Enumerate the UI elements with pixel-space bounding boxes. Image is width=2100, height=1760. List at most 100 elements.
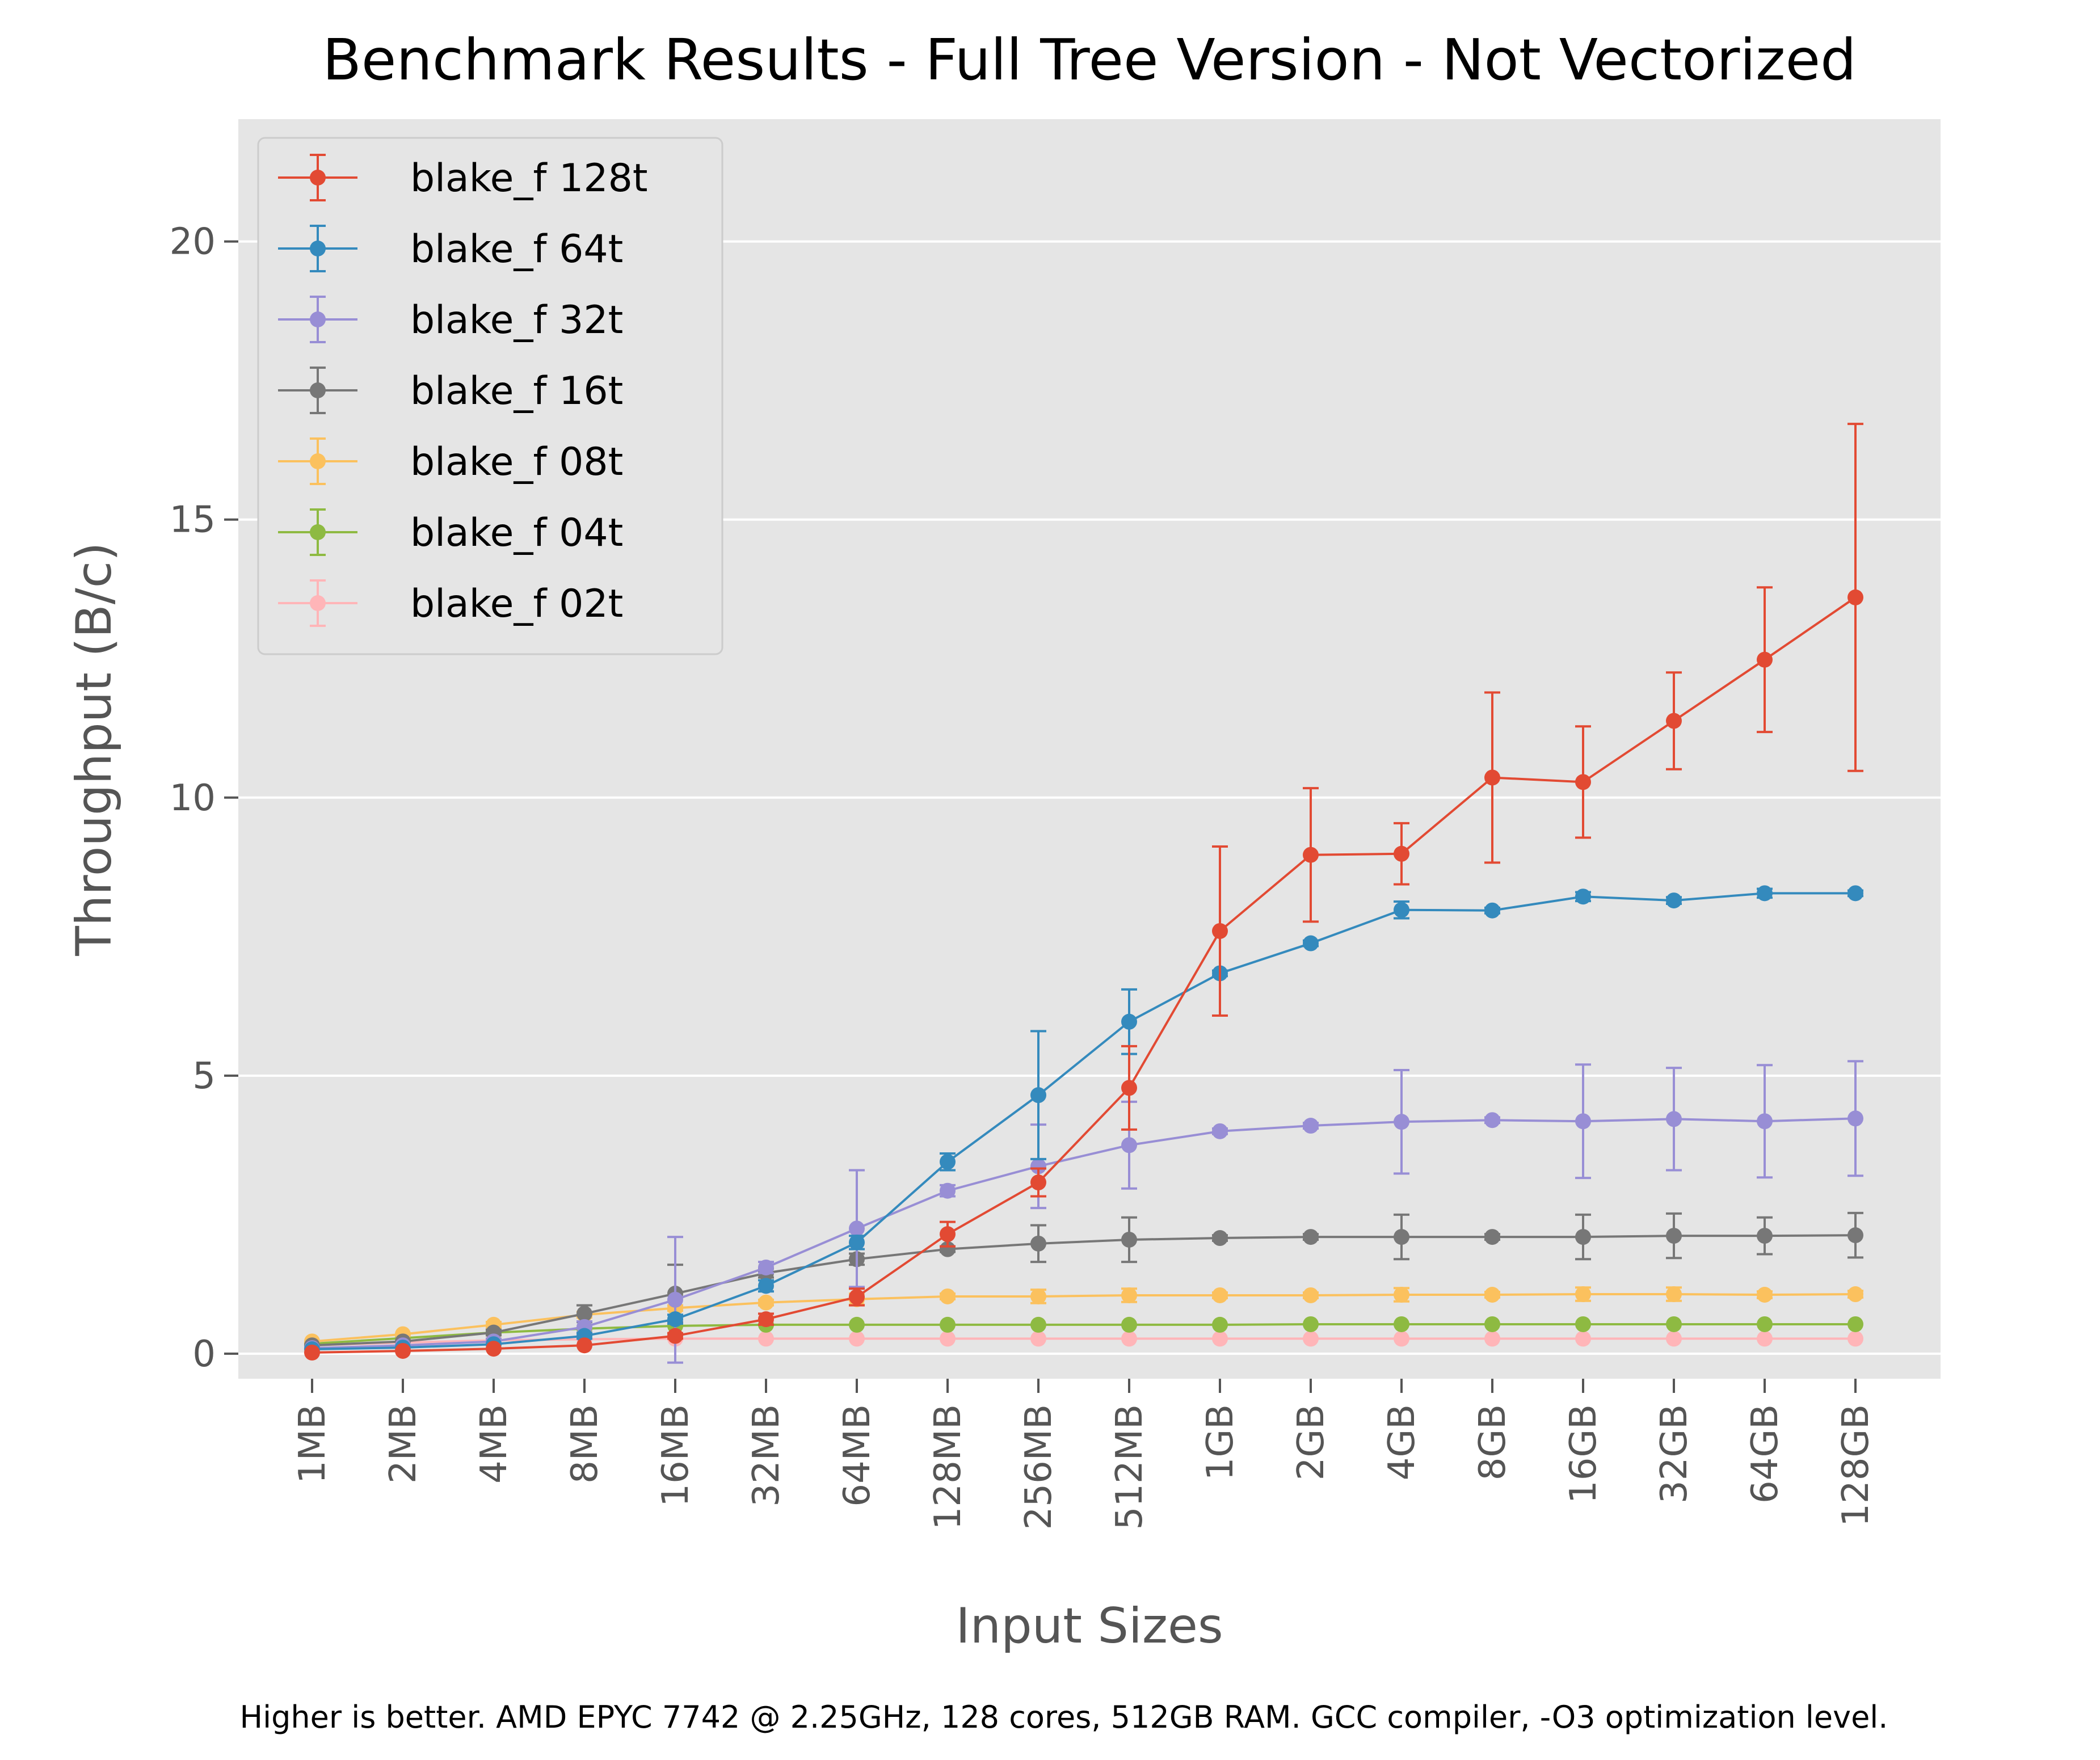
x-tick-label: 64MB bbox=[836, 1404, 878, 1507]
data-point bbox=[1848, 589, 1863, 605]
data-point bbox=[576, 1337, 592, 1354]
x-tick-label: 1GB bbox=[1200, 1404, 1242, 1480]
data-point bbox=[849, 1316, 865, 1333]
data-point bbox=[1666, 1316, 1682, 1332]
data-point bbox=[1484, 1229, 1500, 1245]
y-tick-label: 10 bbox=[170, 777, 216, 819]
x-tick-label: 512MB bbox=[1109, 1404, 1151, 1530]
legend-marker bbox=[310, 311, 326, 327]
x-tick-label: 256MB bbox=[1018, 1404, 1060, 1530]
data-point bbox=[1757, 885, 1773, 902]
data-point bbox=[1212, 1287, 1228, 1303]
legend-label: blake_f 64t bbox=[410, 227, 623, 272]
data-point bbox=[1303, 1118, 1319, 1134]
data-point bbox=[758, 1311, 774, 1328]
data-point bbox=[940, 1226, 956, 1243]
x-tick-label: 1MB bbox=[292, 1404, 334, 1484]
legend-entry: blake_f 128t bbox=[278, 154, 648, 201]
data-point bbox=[1575, 1330, 1591, 1347]
legend: blake_f 128t blake_f 64t blake_f 32t blake_… bbox=[257, 137, 723, 655]
series-blake_f-02t bbox=[304, 1330, 1863, 1354]
legend-label: blake_f 128t bbox=[410, 156, 648, 201]
legend-entry: blake_f 16t bbox=[278, 367, 623, 414]
axes: 0 5 10 15 20 1MB 2MB 4MB 8MB 16MB 32MB 64MB 128MB 256… bbox=[170, 221, 1877, 1530]
data-point bbox=[1757, 1287, 1773, 1303]
data-point bbox=[1394, 1114, 1409, 1130]
data-point bbox=[1394, 845, 1409, 862]
data-point bbox=[667, 1291, 683, 1308]
data-point bbox=[1484, 1316, 1500, 1332]
data-point bbox=[1484, 769, 1500, 786]
series-layer bbox=[304, 423, 1863, 1364]
data-point bbox=[1121, 1013, 1137, 1030]
x-axis-label: Input Sizes bbox=[956, 1598, 1223, 1654]
data-point bbox=[1121, 1080, 1137, 1096]
data-point bbox=[1030, 1288, 1046, 1304]
series-line bbox=[312, 1234, 1856, 1347]
y-tick-label: 20 bbox=[170, 221, 216, 263]
data-point bbox=[1394, 1316, 1409, 1332]
data-point bbox=[1030, 1235, 1046, 1252]
data-point bbox=[1575, 889, 1591, 905]
data-point bbox=[1575, 774, 1591, 790]
data-point bbox=[1484, 1112, 1500, 1129]
x-tick-label: 8MB bbox=[564, 1404, 606, 1484]
data-point bbox=[304, 1344, 320, 1361]
legend-entry: blake_f 64t bbox=[278, 225, 623, 272]
data-point bbox=[1212, 1230, 1228, 1247]
data-point bbox=[1666, 713, 1682, 729]
data-point bbox=[1757, 1316, 1773, 1332]
legend-marker bbox=[310, 170, 326, 186]
data-point bbox=[1030, 1174, 1046, 1191]
x-tick-label: 64GB bbox=[1744, 1404, 1786, 1504]
footnote: Higher is better. AMD EPYC 7742 @ 2.25GH… bbox=[240, 1699, 1888, 1735]
legend-marker bbox=[310, 595, 326, 611]
x-tick-label: 2MB bbox=[382, 1404, 424, 1484]
data-point bbox=[1121, 1330, 1137, 1347]
data-point bbox=[1666, 892, 1682, 909]
legend-marker bbox=[310, 382, 326, 398]
legend-label: blake_f 16t bbox=[410, 369, 623, 414]
data-point bbox=[1757, 1228, 1773, 1244]
data-point bbox=[849, 1289, 865, 1305]
legend-marker bbox=[310, 453, 326, 469]
y-axis-label: Throughput (B/c) bbox=[66, 542, 123, 956]
data-point bbox=[758, 1294, 774, 1311]
chart-title: Benchmark Results - Full Tree Version - … bbox=[322, 27, 1856, 93]
data-point bbox=[1212, 1123, 1228, 1139]
data-point bbox=[1121, 1231, 1137, 1248]
series-line bbox=[312, 1117, 1856, 1350]
data-point bbox=[1303, 1287, 1319, 1303]
x-tick-label: 16GB bbox=[1563, 1404, 1605, 1504]
data-point bbox=[940, 1153, 956, 1170]
data-point bbox=[1848, 1110, 1863, 1127]
data-point bbox=[1666, 1330, 1682, 1347]
x-tick-label: 4GB bbox=[1381, 1404, 1423, 1480]
legend-marker bbox=[310, 524, 326, 540]
data-point bbox=[1484, 1287, 1500, 1303]
series-blake_f-128t bbox=[304, 423, 1863, 1361]
data-point bbox=[1848, 1286, 1863, 1303]
data-point bbox=[758, 1330, 774, 1347]
legend-label: blake_f 08t bbox=[410, 440, 623, 485]
data-point bbox=[1303, 1316, 1319, 1332]
data-point bbox=[1212, 1316, 1228, 1333]
x-tick-label: 2GB bbox=[1290, 1404, 1332, 1480]
data-point bbox=[1030, 1316, 1046, 1333]
data-point bbox=[1848, 1316, 1863, 1332]
legend-box bbox=[257, 137, 723, 655]
legend-entry: blake_f 02t bbox=[278, 579, 623, 627]
data-point bbox=[849, 1330, 865, 1347]
data-point bbox=[1303, 1330, 1319, 1347]
data-point bbox=[1848, 1330, 1863, 1347]
data-point bbox=[1575, 1229, 1591, 1245]
legend-label: blake_f 02t bbox=[410, 582, 623, 626]
x-tick-label: 128MB bbox=[927, 1404, 969, 1530]
data-point bbox=[1121, 1287, 1137, 1303]
data-point bbox=[1484, 1330, 1500, 1347]
series-line bbox=[312, 1337, 1855, 1347]
x-tick-label: 128GB bbox=[1835, 1404, 1877, 1527]
x-tick-label: 8GB bbox=[1472, 1404, 1514, 1480]
series-line bbox=[312, 596, 1857, 1354]
data-point bbox=[1303, 935, 1319, 951]
